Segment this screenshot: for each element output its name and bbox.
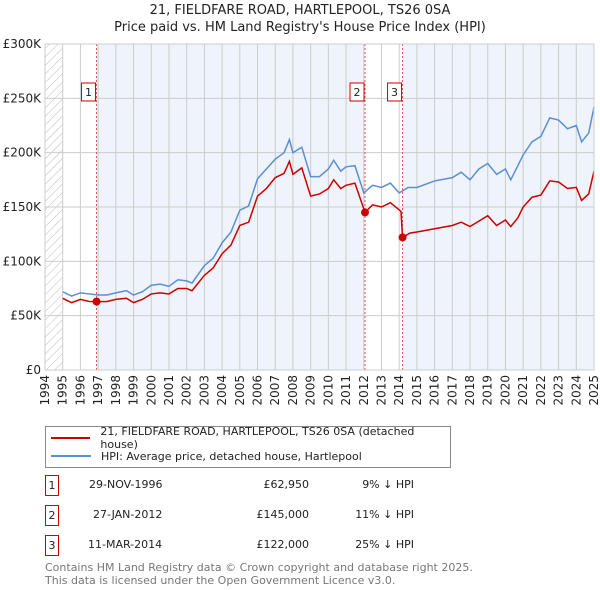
- x-tick-label: 2013: [374, 375, 388, 406]
- x-tick-label: 1999: [127, 375, 141, 406]
- sale-point: [92, 297, 101, 306]
- x-tick-label: 2002: [180, 375, 194, 406]
- sale-point: [361, 208, 370, 217]
- sale-date: 29-NOV-1996: [89, 478, 163, 491]
- sale-hpi: 9% ↓ HPI: [362, 478, 414, 491]
- x-tick-label: 2021: [516, 375, 530, 406]
- footer-copyright: Contains HM Land Registry data © Crown c…: [45, 561, 473, 574]
- x-tick-label: 2018: [463, 375, 477, 406]
- sale-hpi: 25% ↓ HPI: [355, 538, 414, 551]
- y-tick-label: £100K: [3, 254, 43, 268]
- x-tick-label: 1995: [56, 375, 70, 406]
- chart-title: 21, FIELDFARE ROAD, HARTLEPOOL, TS26 0SA: [149, 3, 451, 18]
- legend-item-property: 21, FIELDFARE ROAD, HARTLEPOOL, TS26 0SA…: [51, 425, 450, 451]
- x-tick-label: 2008: [286, 375, 300, 406]
- sale-label-box: [81, 82, 97, 102]
- x-tick-label: 2015: [410, 375, 424, 406]
- footer-licence: This data is licensed under the Open Gov…: [45, 574, 396, 587]
- sale-date: 27-JAN-2012: [93, 508, 163, 521]
- sale-label-box: [349, 82, 365, 102]
- x-tick-label: 2004: [215, 375, 229, 406]
- x-tick-label: 2020: [498, 375, 512, 406]
- y-tick-label: £300K: [3, 37, 43, 51]
- x-tick-label: 2001: [162, 375, 176, 406]
- x-tick-label: 2007: [268, 375, 282, 406]
- x-tick-label: 2025: [587, 375, 600, 406]
- x-tick-label: 2014: [392, 375, 406, 406]
- sale-row: 2 27-JAN-2012 £145,000 11% ↓ HPI: [45, 505, 465, 526]
- sale-price: £62,950: [263, 478, 310, 491]
- chart-subtitle: Price paid vs. HM Land Registry's House …: [114, 20, 486, 35]
- x-tick-label: 1996: [73, 375, 87, 406]
- blue-line-icon: [51, 455, 91, 457]
- sale-date: 11-MAR-2014: [88, 538, 163, 551]
- sale-hpi: 11% ↓ HPI: [355, 508, 414, 521]
- plot-border: [44, 43, 595, 371]
- y-tick-label: £50K: [10, 309, 42, 323]
- legend: 21, FIELDFARE ROAD, HARTLEPOOL, TS26 0SA…: [45, 425, 451, 468]
- x-tick-label: 2024: [569, 375, 583, 406]
- x-tick-label: 2017: [445, 375, 459, 406]
- sale-badge: 2: [45, 505, 59, 526]
- x-tick-label: 2005: [233, 375, 247, 406]
- legend-label: HPI: Average price, detached house, Hart…: [101, 449, 362, 463]
- legend-item-hpi: HPI: Average price, detached house, Hart…: [51, 448, 362, 464]
- x-tick-label: 2003: [197, 375, 211, 406]
- property-price-line: [62, 159, 595, 304]
- x-tick-label: 2010: [321, 375, 335, 406]
- x-tick-label: 2006: [251, 375, 265, 406]
- x-tick-label: 1998: [109, 375, 123, 406]
- sale-badge: 1: [45, 475, 59, 496]
- price-chart: 1994 1995 1996 1997 1998 1999 2000 2001 2002 2003…: [3, 37, 600, 406]
- x-tick-label: 1994: [38, 375, 52, 406]
- x-tick-label: 2023: [552, 375, 566, 406]
- sale-label-box: [387, 82, 403, 102]
- x-tick-label: 1997: [91, 375, 105, 406]
- sale-row: 1 29-NOV-1996 £62,950 9% ↓ HPI: [45, 475, 465, 496]
- x-tick-label: 2012: [357, 375, 371, 406]
- y-tick-label: £250K: [3, 91, 43, 105]
- y-tick-label: £0: [26, 363, 41, 377]
- x-tick-label: 2011: [339, 375, 353, 406]
- sale-price: £122,000: [256, 538, 310, 551]
- sale-label: 3: [391, 86, 398, 99]
- red-line-icon: [51, 437, 91, 439]
- y-tick-label: £200K: [3, 146, 43, 160]
- sale-label: 1: [85, 86, 92, 99]
- x-tick-label: 2000: [144, 375, 158, 406]
- hpi-line: [62, 106, 595, 297]
- sale-row: 3 11-MAR-2014 £122,000 25% ↓ HPI: [45, 535, 465, 556]
- x-tick-label: 2022: [534, 375, 548, 406]
- sale-price: £145,000: [256, 508, 310, 521]
- x-tick-label: 2009: [304, 375, 318, 406]
- sale-point: [398, 233, 407, 242]
- x-tick-label: 2019: [481, 375, 495, 406]
- y-tick-label: £150K: [3, 200, 43, 214]
- sale-label: 2: [354, 86, 361, 99]
- sale-badge: 3: [45, 535, 59, 556]
- x-tick-label: 2016: [428, 375, 442, 406]
- legend-label: 21, FIELDFARE ROAD, HARTLEPOOL, TS26 0SA…: [100, 425, 415, 451]
